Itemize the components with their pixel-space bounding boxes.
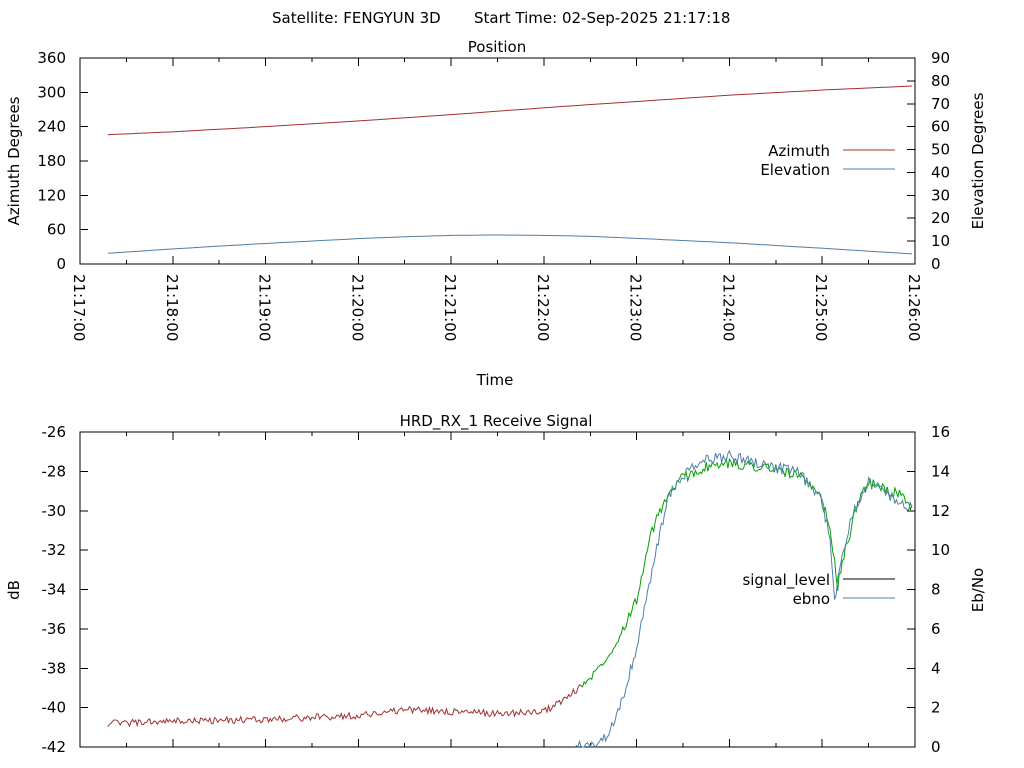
- position-y2-tick-label: 0: [931, 255, 941, 273]
- receive-plot-frame: [79, 431, 916, 748]
- position-x-tick-label: 21:18:00: [163, 274, 181, 341]
- receive-axis-ticks: -42 -40 -38 -36 -34 -32 -30 -28 -26 0 2 4 6 8 10 12 14 16: [42, 423, 951, 756]
- position-y-tick-label: 300: [37, 83, 66, 101]
- position-y-tick-label: 0: [56, 255, 66, 273]
- receive-y2-tick-label: 6: [931, 620, 941, 638]
- series-azimuth-line: [107, 85, 912, 136]
- position-y2-tick-label: 60: [931, 118, 950, 136]
- receive-y-tick-label: -34: [42, 581, 67, 599]
- position-axis-ticks: 0 60 120 180 240 300 360 0 10 20 30 40 50 60 70 80 90 21:…: [37, 49, 950, 341]
- position-y2-axis-label: Elevation Degrees: [969, 92, 987, 229]
- receive-y-tick-label: -38: [42, 659, 67, 677]
- position-y2-tick-label: 50: [931, 141, 950, 159]
- receive-y2-axis-label: Eb/No: [969, 568, 987, 612]
- series-elevation-line: [107, 234, 912, 255]
- series-signal-level-line: [107, 684, 583, 728]
- position-chart: Position Azimuth Degrees Elevation Degre…: [5, 38, 987, 389]
- series-signal-level-line: [582, 457, 913, 688]
- receive-signal-chart: HRD_RX_1 Receive Signal dB Eb/No -42-40-…: [5, 412, 987, 756]
- receive-y2-tick-label: 4: [931, 659, 941, 677]
- position-y-tick-label: 60: [47, 221, 66, 239]
- position-y-tick-label: 180: [37, 152, 66, 170]
- receive-y2-tick-label: 10: [931, 541, 950, 559]
- receive-y-tick-label: -40: [42, 699, 67, 717]
- receive-y-tick-label: -26: [42, 423, 67, 441]
- series-ebno-line: [574, 449, 913, 749]
- receive-chart-title: HRD_RX_1 Receive Signal: [400, 412, 593, 431]
- position-x-tick-label: 21:20:00: [348, 274, 366, 341]
- position-y2-tick-label: 90: [931, 49, 950, 67]
- position-y2-tick-label: 20: [931, 209, 950, 227]
- receive-y-tick-label: -30: [42, 502, 67, 520]
- position-y2-tick-label: 70: [931, 95, 950, 113]
- receive-y2-tick-label: 16: [931, 423, 950, 441]
- start-time-label: Start Time: 02-Sep-2025 21:17:18: [474, 9, 730, 27]
- position-y-tick-label: 360: [37, 49, 66, 67]
- position-y-axis-label: Azimuth Degrees: [5, 96, 23, 225]
- receive-y2-tick-label: 2: [931, 699, 941, 717]
- position-y2-tick-label: 40: [931, 163, 950, 181]
- position-x-tick-label: 21:22:00: [534, 274, 552, 341]
- position-x-tick-label: 21:19:00: [256, 274, 274, 341]
- position-y-tick-label: 120: [37, 186, 66, 204]
- position-y2-tick-label: 30: [931, 186, 950, 204]
- receive-y-tick-label: -28: [42, 462, 67, 480]
- receive-y2-tick-label: 12: [931, 502, 950, 520]
- position-x-tick-label: 21:24:00: [719, 274, 737, 341]
- position-x-tick-label: 21:21:00: [441, 274, 459, 341]
- receive-y-tick-label: -36: [42, 620, 67, 638]
- position-x-tick-label: 21:17:00: [70, 274, 88, 341]
- satellite-label: Satellite: FENGYUN 3D: [272, 9, 441, 27]
- legend-ebno-label: ebno: [793, 590, 830, 608]
- position-series: [107, 85, 912, 255]
- receive-y-tick-label: -32: [42, 541, 67, 559]
- receive-series: [107, 449, 913, 749]
- legend-signal-level-label: signal_level: [742, 571, 830, 590]
- position-y-tick-label: 240: [37, 118, 66, 136]
- legend-azimuth-label: Azimuth: [768, 142, 830, 160]
- position-x-axis-label: Time: [476, 371, 514, 389]
- position-x-tick-label: 21:25:00: [812, 274, 830, 341]
- position-y2-tick-label: 10: [931, 232, 950, 250]
- position-y2-tick-label: 80: [931, 72, 950, 90]
- receive-y2-tick-label: 0: [931, 738, 941, 756]
- receive-y2-tick-label: 14: [931, 462, 950, 480]
- position-x-tick-label: 21:23:00: [627, 274, 645, 341]
- receive-y-axis-label: dB: [5, 580, 23, 600]
- receive-y-tick-label: -42: [42, 738, 67, 756]
- position-x-tick-label: 21:26:00: [905, 274, 923, 341]
- receive-y2-tick-label: 8: [931, 581, 941, 599]
- position-chart-title: Position: [468, 38, 526, 56]
- legend-elevation-label: Elevation: [760, 161, 830, 179]
